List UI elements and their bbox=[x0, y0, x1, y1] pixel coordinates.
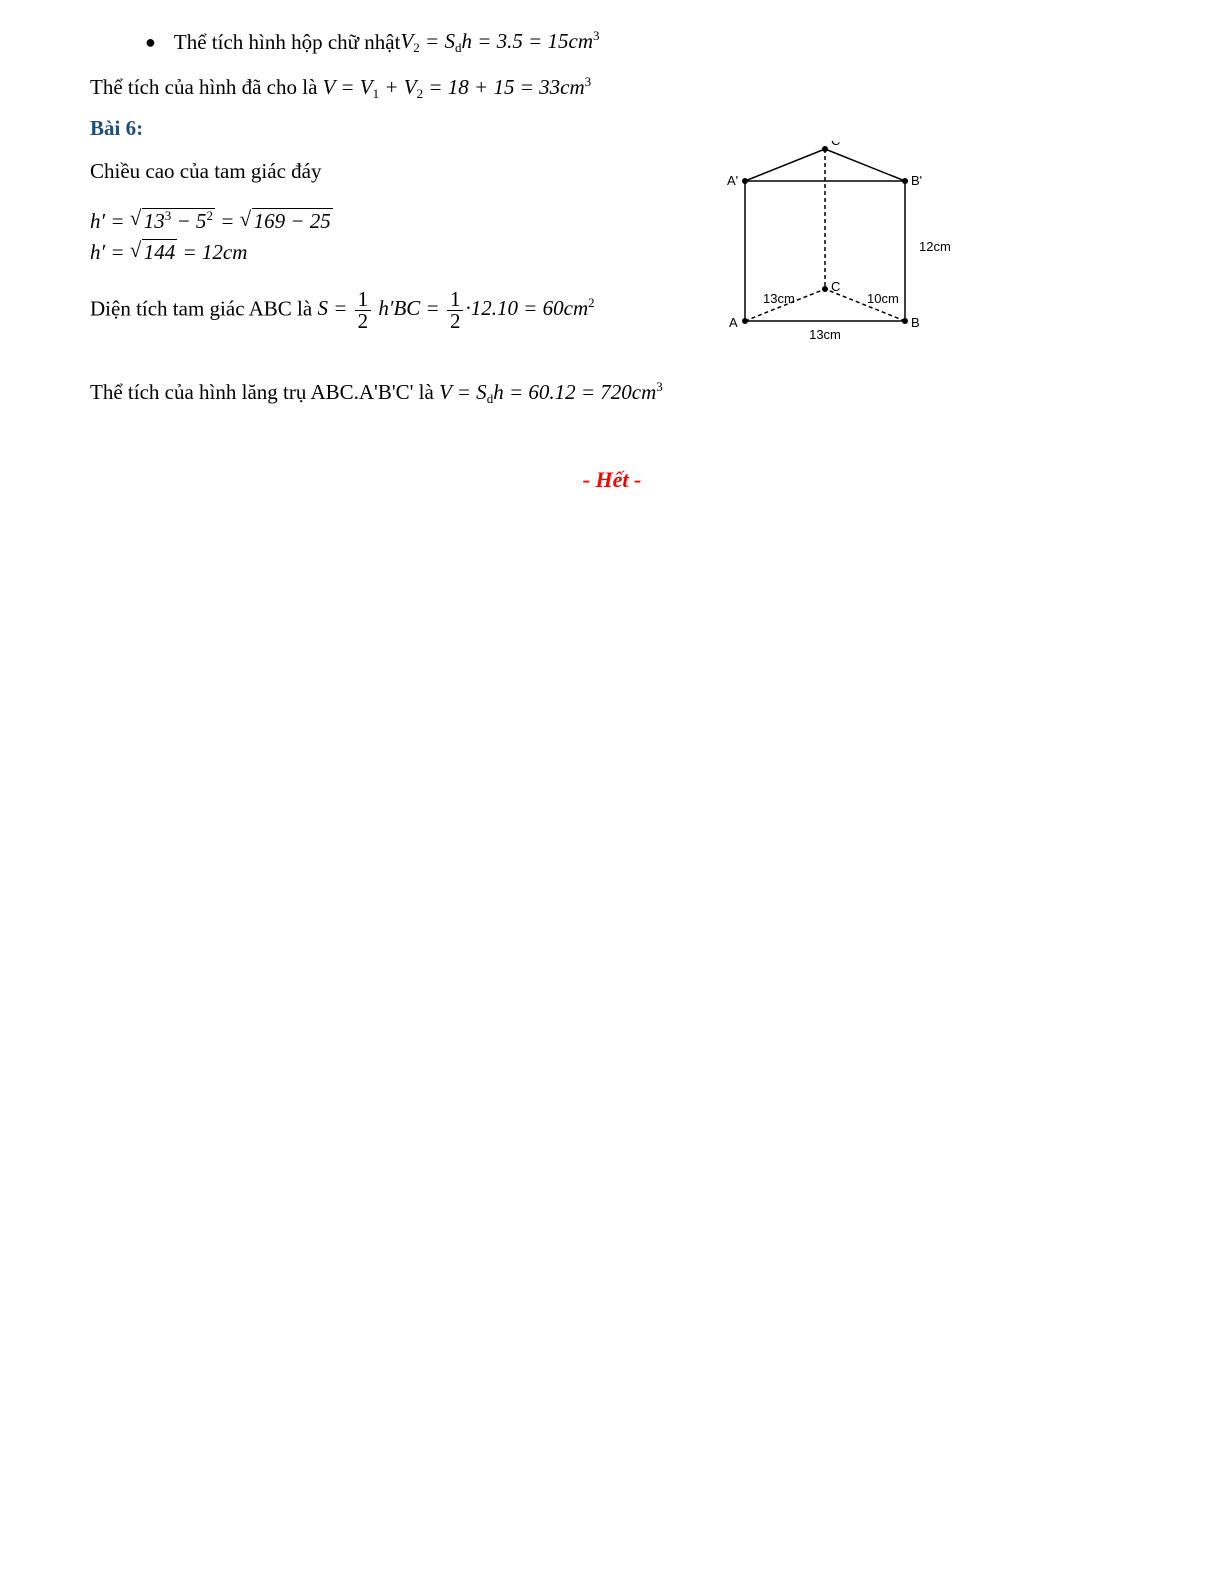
text-line: Thể tích của hình lăng trụ ABC.A'B'C' là… bbox=[90, 379, 1134, 407]
equation-h1: h′ = 133 − 52 = 169 − 25 bbox=[90, 208, 650, 234]
svg-text:B: B bbox=[911, 315, 920, 330]
eq-sup: 3 bbox=[585, 74, 592, 89]
prism-diagram: C' A' B' C A B 12cm 13cm 10cm 13cm bbox=[660, 141, 970, 351]
text-column: Chiều cao của tam giác đáy h′ = 133 − 52… bbox=[90, 141, 650, 332]
document-page: ● Thể tích hình hộp chữ nhật V2 = Sdh = … bbox=[0, 0, 1224, 493]
svg-text:A: A bbox=[729, 315, 738, 330]
eq-part: h′BC = bbox=[378, 296, 445, 320]
svg-text:13cm: 13cm bbox=[763, 291, 795, 306]
eq-part: = S bbox=[420, 29, 455, 53]
eq-part: V = S bbox=[439, 380, 487, 404]
eq-radicand: 169 − 25 bbox=[252, 208, 333, 233]
svg-text:C': C' bbox=[831, 141, 843, 148]
heading-bai6: Bài 6: bbox=[90, 116, 1134, 141]
eq-part: h = 60.12 = 720cm bbox=[493, 380, 656, 404]
equation-V: V = Sdh = 60.12 = 720cm3 bbox=[439, 380, 663, 404]
bullet-icon: ● bbox=[145, 32, 156, 53]
eq-sup: 3 bbox=[593, 28, 600, 43]
eq-var: V bbox=[400, 29, 413, 53]
diagram-column: C' A' B' C A B 12cm 13cm 10cm 13cm bbox=[650, 141, 1134, 357]
equation-vtotal: V = V1 + V2 = 18 + 15 = 33cm3 bbox=[323, 75, 591, 99]
svg-text:C: C bbox=[831, 279, 840, 294]
equation-v2: V2 = Sdh = 3.5 = 15cm3 bbox=[400, 28, 599, 56]
eq-part: = 12cm bbox=[177, 240, 247, 264]
svg-text:12cm: 12cm bbox=[919, 239, 951, 254]
text-line: Thể tích của hình đã cho là V = V1 + V2 … bbox=[90, 74, 1134, 102]
svg-text:B': B' bbox=[911, 173, 922, 188]
svg-text:A': A' bbox=[727, 173, 738, 188]
bullet-item: ● Thể tích hình hộp chữ nhật V2 = Sdh = … bbox=[145, 28, 1134, 56]
end-marker: - Hết - bbox=[90, 467, 1134, 493]
eq-part: h′ = bbox=[90, 209, 130, 233]
eq-sup: 3 bbox=[656, 379, 663, 394]
eq-part: S = bbox=[317, 296, 352, 320]
eq-part: ·12.10 = 60cm bbox=[465, 296, 588, 320]
two-column-region: Chiều cao của tam giác đáy h′ = 133 − 52… bbox=[90, 141, 1134, 357]
eq-part: = bbox=[215, 209, 240, 233]
body-text: Thể tích của hình đã cho là bbox=[90, 75, 323, 99]
bullet-text: Thể tích hình hộp chữ nhật bbox=[174, 30, 401, 55]
svg-text:10cm: 10cm bbox=[867, 291, 899, 306]
eq-sup: 2 bbox=[588, 295, 595, 310]
eq-part: h = 3.5 = 15cm bbox=[461, 29, 593, 53]
text-line: Diện tích tam giác ABC là S = 12 h′BC = … bbox=[90, 289, 650, 332]
eq-part: h′ = bbox=[90, 240, 130, 264]
eq-radicand: 144 bbox=[142, 239, 178, 264]
body-text: Diện tích tam giác ABC là bbox=[90, 296, 317, 320]
body-text: Thể tích của hình lăng trụ ABC.A'B'C' là bbox=[90, 380, 439, 404]
equation-S: S = 12 h′BC = 12·12.10 = 60cm2 bbox=[317, 296, 594, 320]
svg-text:13cm: 13cm bbox=[809, 327, 841, 342]
body-text: Chiều cao của tam giác đáy bbox=[90, 159, 650, 184]
equation-h2: h′ = 144 = 12cm bbox=[90, 240, 650, 265]
